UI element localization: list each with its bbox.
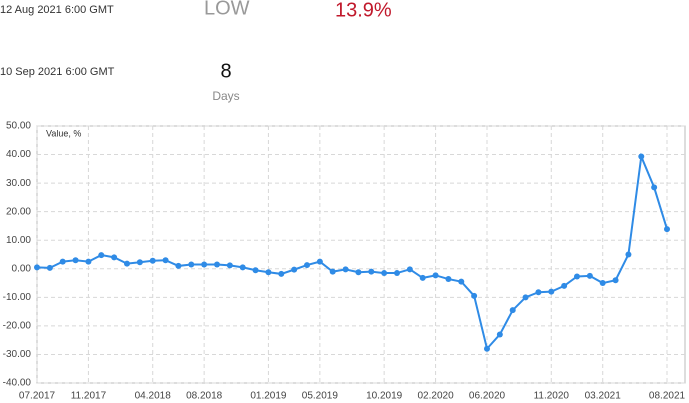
point xyxy=(381,270,388,277)
unit: Days xyxy=(212,89,239,103)
x-tick-label: 10.2019 xyxy=(366,391,403,402)
plot-area xyxy=(36,125,686,384)
point xyxy=(342,266,349,273)
point xyxy=(175,262,182,269)
x-tick-label: 08.2018 xyxy=(186,391,223,402)
y-tick-label: 50.00 xyxy=(6,121,31,132)
point xyxy=(355,269,362,276)
x-tick-label: 08.2021 xyxy=(649,391,686,402)
point xyxy=(445,276,452,283)
point xyxy=(46,264,53,271)
point xyxy=(278,270,285,277)
y-axis-label: Value, % xyxy=(46,128,81,138)
x-tick-label: 01.2019 xyxy=(250,391,287,402)
point xyxy=(561,282,568,289)
point xyxy=(201,261,208,268)
point xyxy=(239,264,246,271)
x-tick-label: 04.2018 xyxy=(135,391,172,402)
point xyxy=(651,184,658,191)
point xyxy=(124,260,130,267)
point xyxy=(586,272,593,279)
point xyxy=(548,288,555,295)
point xyxy=(599,280,606,287)
point xyxy=(98,252,105,259)
y-tick-label: 10.00 xyxy=(6,235,31,246)
y-tick-label: 30.00 xyxy=(6,178,31,189)
point xyxy=(162,257,169,264)
point xyxy=(226,262,233,269)
value: 13.9% xyxy=(335,0,392,21)
value: 8 xyxy=(220,60,231,82)
x-tick-label: 02.2020 xyxy=(417,391,454,402)
point xyxy=(291,266,298,273)
point xyxy=(419,274,426,281)
point xyxy=(265,269,272,276)
y-tick-label: 40.00 xyxy=(6,149,31,160)
point xyxy=(72,257,79,264)
point xyxy=(664,226,670,233)
x-tick-label: 06.2020 xyxy=(469,391,506,402)
point xyxy=(394,270,400,277)
point xyxy=(484,345,490,352)
point xyxy=(535,289,542,296)
x-tick-label: 11.2017 xyxy=(71,391,107,402)
point xyxy=(574,273,580,280)
point xyxy=(304,262,310,269)
x-tick-label: 05.2019 xyxy=(302,391,339,402)
y-tick-label: -20.00 xyxy=(3,321,32,332)
point xyxy=(496,331,503,338)
point xyxy=(638,153,645,160)
date: 10 Sep 2021 6:00 GMT xyxy=(0,66,115,78)
point xyxy=(458,278,465,285)
point xyxy=(406,266,413,273)
point xyxy=(368,268,375,275)
point xyxy=(612,277,619,284)
point xyxy=(188,261,195,268)
line xyxy=(36,152,668,351)
y-tick-label: -40.00 xyxy=(3,378,32,389)
point xyxy=(59,258,66,265)
y-tick-label: -30.00 xyxy=(3,349,32,360)
point xyxy=(432,272,439,279)
point xyxy=(316,258,323,265)
point xyxy=(136,259,143,266)
point xyxy=(471,292,478,299)
point xyxy=(522,294,529,301)
y-tick-label: 0.00 xyxy=(12,263,32,274)
label: LOW xyxy=(204,0,250,19)
point xyxy=(85,258,92,265)
point xyxy=(509,307,516,314)
point xyxy=(34,264,40,271)
y-tick-label: 20.00 xyxy=(6,206,31,217)
point xyxy=(329,268,336,275)
point xyxy=(214,261,220,268)
point xyxy=(625,251,632,258)
x-tick-label: 11.2020 xyxy=(534,391,570,402)
x-tick-label: 03.2021 xyxy=(585,391,622,402)
x-tick-label: 07.2017 xyxy=(19,391,56,402)
y-tick-label: -10.00 xyxy=(3,292,32,303)
date: 12 Aug 2021 6:00 GMT xyxy=(0,4,114,16)
point xyxy=(252,267,259,274)
point xyxy=(111,254,118,261)
point xyxy=(149,257,156,264)
